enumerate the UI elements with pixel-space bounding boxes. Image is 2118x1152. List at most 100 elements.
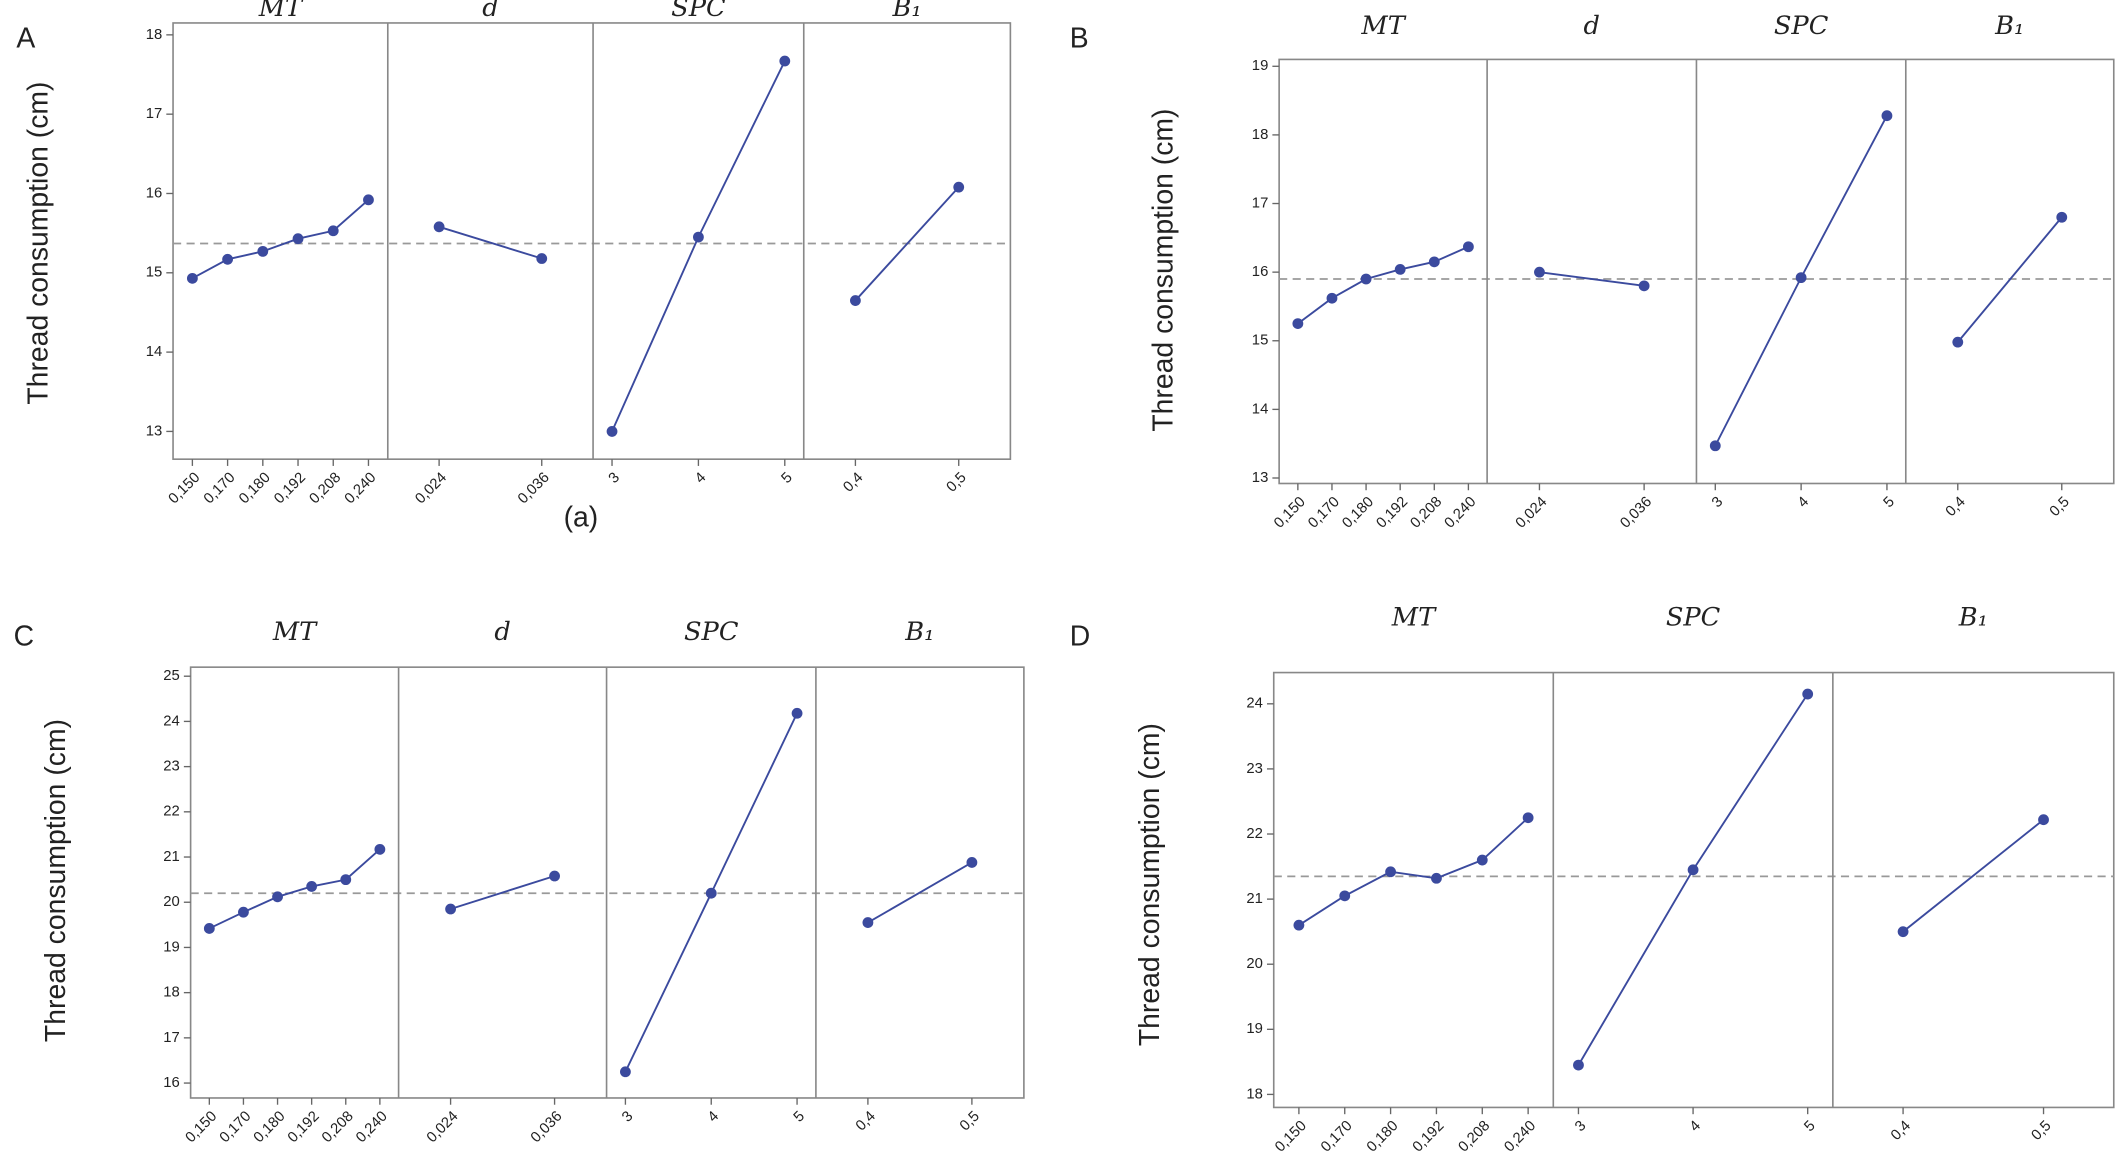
data-point — [1431, 872, 1442, 884]
y-tick-label: 25 — [163, 668, 180, 684]
x-tick-label: 3 — [1709, 494, 1726, 511]
x-tick-label: 0,5 — [957, 1108, 983, 1134]
data-point — [2038, 814, 2049, 826]
y-tick-label: 15 — [146, 265, 163, 281]
y-tick-label: 20 — [1246, 956, 1263, 972]
data-point — [238, 906, 249, 918]
plot-frame — [1272, 671, 2115, 1109]
x-tick-label: 4 — [1795, 494, 1812, 511]
x-tick-label: 0,192 — [1410, 1118, 1448, 1152]
x-tick-label: 0,150 — [1271, 494, 1309, 532]
x-tick-label: 4 — [692, 470, 709, 487]
y-tick-label: 19 — [1252, 58, 1269, 74]
y-tick-label: 13 — [1252, 470, 1269, 486]
facet-title: B₁ — [904, 617, 934, 647]
plot-frame — [172, 22, 1012, 460]
y-tick-label: 19 — [163, 939, 180, 955]
x-tick-label: 0,240 — [1502, 1118, 1540, 1152]
data-point — [292, 233, 304, 245]
effect-line — [867, 861, 973, 924]
x-tick-label: 0,5 — [2047, 494, 2073, 520]
x-tick-label: 0,192 — [271, 470, 309, 508]
data-point — [1952, 336, 1964, 348]
data-point — [445, 903, 456, 915]
data-point — [1881, 110, 1893, 122]
data-point — [1795, 272, 1807, 284]
x-tick-label: 0,192 — [285, 1108, 323, 1146]
data-point — [862, 917, 874, 928]
caption: (a) — [564, 502, 599, 534]
data-point — [2056, 211, 2068, 223]
data-point — [606, 426, 618, 437]
facet-title: MT — [1391, 602, 1437, 632]
y-tick-label: 22 — [1246, 826, 1263, 842]
y-tick-label: 18 — [146, 27, 163, 43]
facet-title: MT — [258, 0, 304, 23]
y-tick-label: 22 — [163, 804, 180, 820]
y-tick-label: 23 — [1246, 761, 1263, 777]
data-point — [1802, 688, 1814, 700]
y-axis-label: Thread consumption (cm) — [40, 719, 72, 1042]
x-tick-label: 0,240 — [353, 1108, 391, 1146]
data-point — [693, 231, 704, 243]
facet-title: d — [482, 0, 498, 23]
effect-line — [438, 225, 543, 260]
panel-label: C — [14, 621, 34, 653]
data-point — [340, 874, 352, 886]
data-point — [433, 221, 445, 233]
x-tick-label: 0,150 — [183, 1108, 221, 1146]
facet-title: MT — [272, 617, 318, 647]
data-point — [186, 272, 198, 284]
y-tick-label: 15 — [1252, 333, 1269, 349]
y-tick-label: 14 — [1252, 401, 1269, 417]
x-tick-label: 0,024 — [413, 470, 451, 508]
data-point — [327, 225, 339, 237]
y-tick-label: 20 — [163, 894, 180, 910]
data-point — [953, 181, 965, 193]
x-tick-label: 0,208 — [1456, 1118, 1494, 1152]
effect-line — [1298, 817, 1529, 926]
data-point — [1476, 854, 1488, 866]
y-tick-label: 14 — [146, 344, 163, 360]
x-tick-label: 0,036 — [515, 470, 553, 508]
data-point — [1428, 256, 1440, 268]
y-axis-label: Thread consumption (cm) — [1134, 723, 1166, 1046]
x-tick-label: 0,208 — [307, 470, 345, 508]
y-tick-label: 13 — [146, 423, 163, 439]
facet-title: SPC — [1666, 602, 1721, 632]
data-point — [1394, 263, 1406, 275]
x-tick-label: 0,024 — [424, 1108, 462, 1146]
data-point — [1573, 1059, 1584, 1071]
x-tick-label: 4 — [705, 1108, 722, 1125]
effect-line — [208, 848, 381, 930]
x-tick-label: 0,5 — [944, 470, 970, 496]
data-point — [1897, 926, 1909, 938]
effect-line — [1577, 693, 1809, 1066]
effect-line — [1902, 818, 2045, 933]
panel-label: D — [1070, 621, 1090, 653]
x-tick-label: 0,024 — [1513, 494, 1551, 532]
data-point — [1522, 812, 1534, 824]
y-tick-label: 24 — [163, 713, 180, 729]
x-tick-label: 0,208 — [319, 1108, 357, 1146]
facet-title: B₁ — [891, 0, 921, 23]
panel-label: B — [1070, 22, 1089, 54]
effect-line — [191, 199, 370, 280]
data-point — [791, 707, 803, 719]
x-tick-label: 3 — [1572, 1118, 1589, 1135]
data-point — [1462, 241, 1474, 253]
x-tick-label: 0,4 — [1888, 1118, 1914, 1144]
x-tick-label: 3 — [606, 470, 623, 487]
panel-label: A — [16, 22, 35, 54]
data-point — [620, 1066, 631, 1078]
y-axis-label: Thread consumption (cm) — [1147, 109, 1179, 432]
x-tick-label: 0,150 — [1272, 1118, 1310, 1152]
data-point — [1709, 440, 1721, 452]
data-point — [1687, 864, 1699, 876]
facet-title: B₁ — [1958, 602, 1988, 632]
y-tick-label: 18 — [1252, 127, 1269, 143]
data-point — [1360, 273, 1372, 285]
y-axis-label: Thread consumption (cm) — [22, 82, 54, 405]
x-tick-label: 0,180 — [1339, 494, 1377, 532]
